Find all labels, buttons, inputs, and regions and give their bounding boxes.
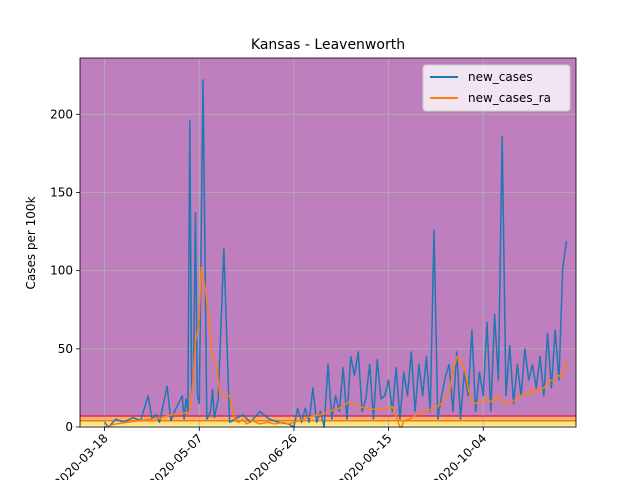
y-tick-label: 50 xyxy=(58,342,73,356)
y-tick-label: 150 xyxy=(50,185,73,199)
x-tick-label: 2020-10-04 xyxy=(430,431,489,480)
legend: new_cases new_cases_ra xyxy=(422,64,571,112)
legend-label-new-cases: new_cases xyxy=(468,70,533,84)
series-line-new-cases-ra xyxy=(104,266,568,428)
y-tick-label: 100 xyxy=(50,264,73,278)
y-tick-label: 200 xyxy=(50,107,73,121)
plot-area: 0 50 100 150 200 2020-03-18 2020-05-07 2020-06-… xyxy=(50,57,577,480)
risk-band-0 xyxy=(80,425,576,427)
legend-label-new-cases-ra: new_cases_ra xyxy=(468,91,551,105)
x-tick-label: 2020-06-26 xyxy=(241,431,300,480)
chart-title: Kansas - Leavenworth xyxy=(251,37,405,53)
risk-band-1 xyxy=(80,420,576,426)
y-axis-label: Cases per 100k xyxy=(24,196,38,289)
x-tick-label: 2020-08-15 xyxy=(335,431,394,480)
y-tick-label: 0 xyxy=(65,420,73,434)
x-tick-label: 2020-03-18 xyxy=(52,431,111,480)
risk-band-2 xyxy=(80,416,576,421)
legend-box xyxy=(422,64,571,112)
plot-frame xyxy=(79,57,577,428)
x-tick-label: 2020-05-07 xyxy=(146,431,205,480)
risk-band-3 xyxy=(80,58,576,417)
series-line-new-cases xyxy=(104,79,568,428)
